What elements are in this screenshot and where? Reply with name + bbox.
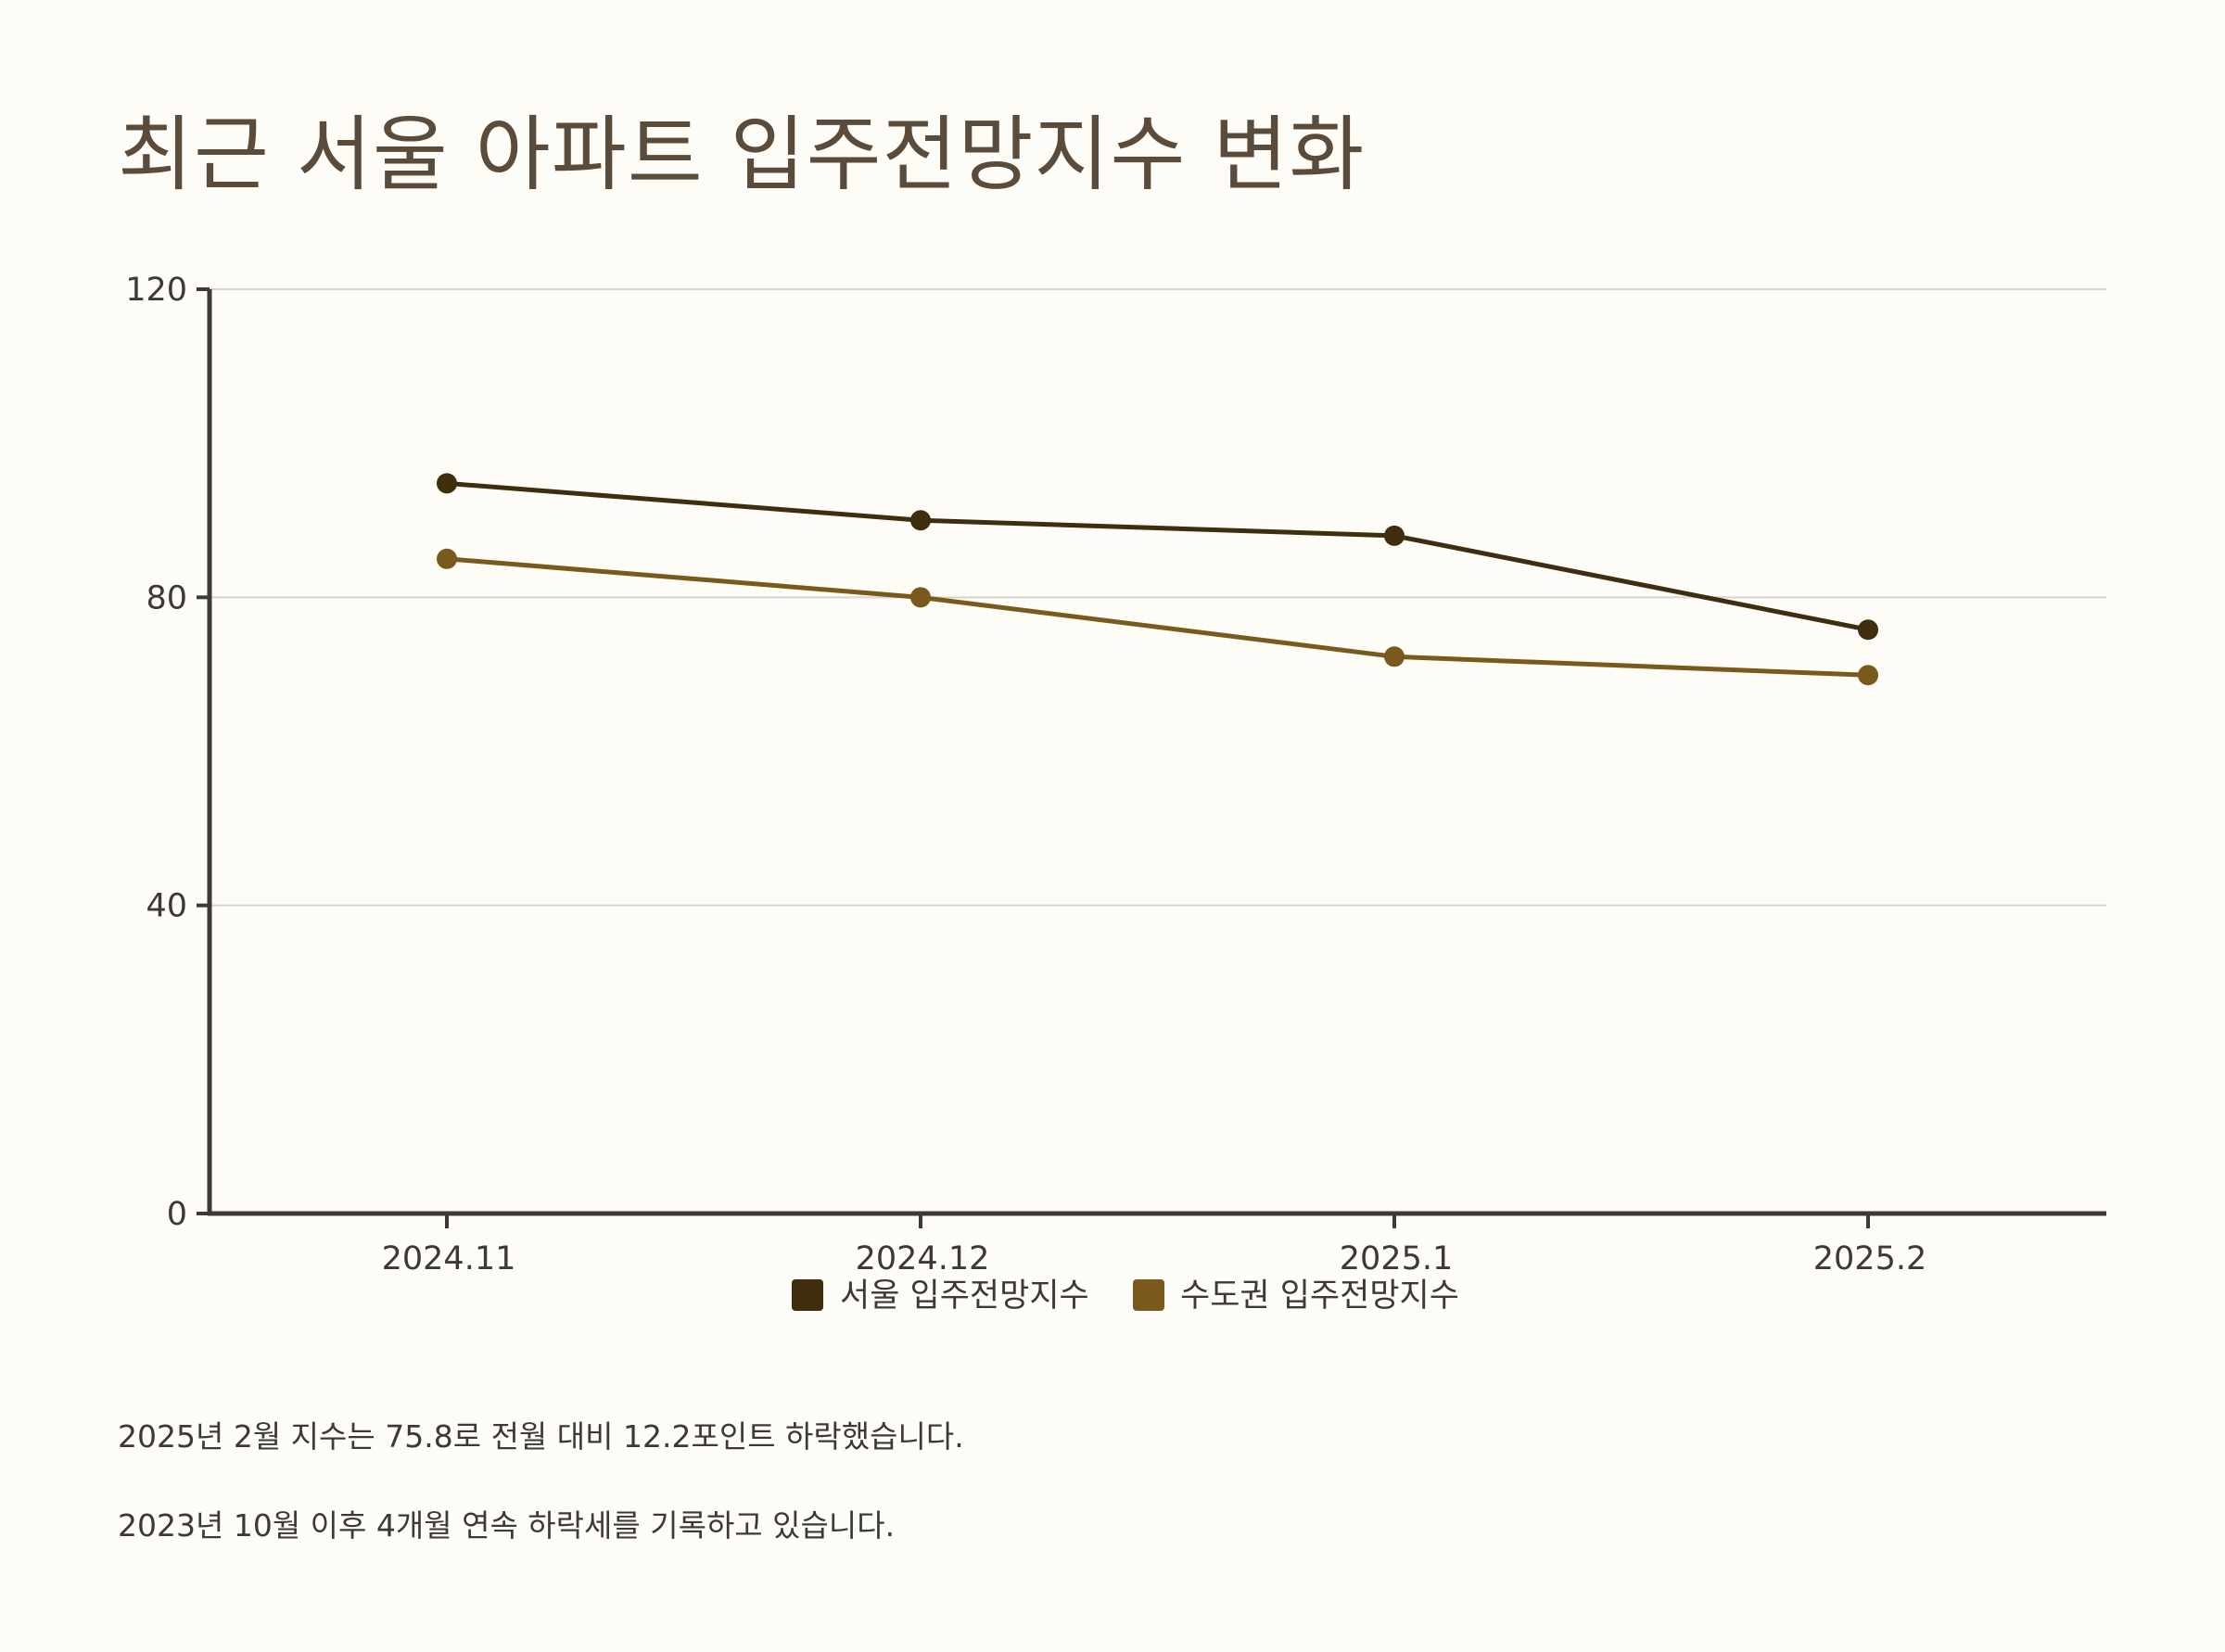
page-title: 최근 서울 아파트 입주전망지수 변화 (118, 107, 1366, 202)
notes: 2025년 2월 지수는 75.8로 전월 대비 12.2포인트 하락했습니다.… (118, 1418, 964, 1595)
gridlines (210, 288, 2106, 907)
data-point (1384, 525, 1405, 546)
x-tick-label: 2025.1 (1340, 1240, 1453, 1277)
data-point (1858, 665, 1878, 686)
note-consecutive-decline: 2023년 10월 이후 4개월 연속 하락세를 기록하고 있습니다. (118, 1506, 896, 1544)
data-point (437, 473, 457, 494)
y-tick-label: 0 (167, 1196, 187, 1233)
legend-swatch-0 (792, 1279, 823, 1311)
data-point (437, 548, 457, 569)
series-line-1 (446, 556, 1869, 678)
legend-label-0: 서울 입주전망지수 (840, 1277, 1089, 1315)
line-chart: 0 40 80 120 2024.11 2024.12 2025.1 2025.2 서울 입주… (125, 272, 2106, 1315)
axes: 0 40 80 120 2024.11 2024.12 2025.1 2025.2 (125, 272, 2106, 1277)
legend: 서울 입주전망지수 수도권 입주전망지수 (792, 1277, 1459, 1315)
series-lines (437, 473, 1878, 686)
legend-label-1: 수도권 입주전망지수 (1180, 1277, 1459, 1315)
data-point (1858, 619, 1878, 641)
x-tick-label: 2024.11 (382, 1240, 516, 1277)
x-tick-label: 2024.12 (856, 1240, 990, 1277)
series-line-0 (446, 480, 1869, 632)
data-point (1384, 646, 1405, 667)
data-point (910, 587, 931, 608)
y-tick-label: 120 (125, 272, 187, 309)
data-point (910, 510, 931, 531)
note-seoul-decline: 2025년 2월 지수는 75.8로 전월 대비 12.2포인트 하락했습니다. (118, 1418, 964, 1455)
x-tick-label: 2025.2 (1813, 1240, 1926, 1277)
y-tick-label: 80 (146, 579, 187, 616)
y-tick-label: 40 (146, 888, 187, 925)
legend-swatch-1 (1133, 1279, 1164, 1311)
